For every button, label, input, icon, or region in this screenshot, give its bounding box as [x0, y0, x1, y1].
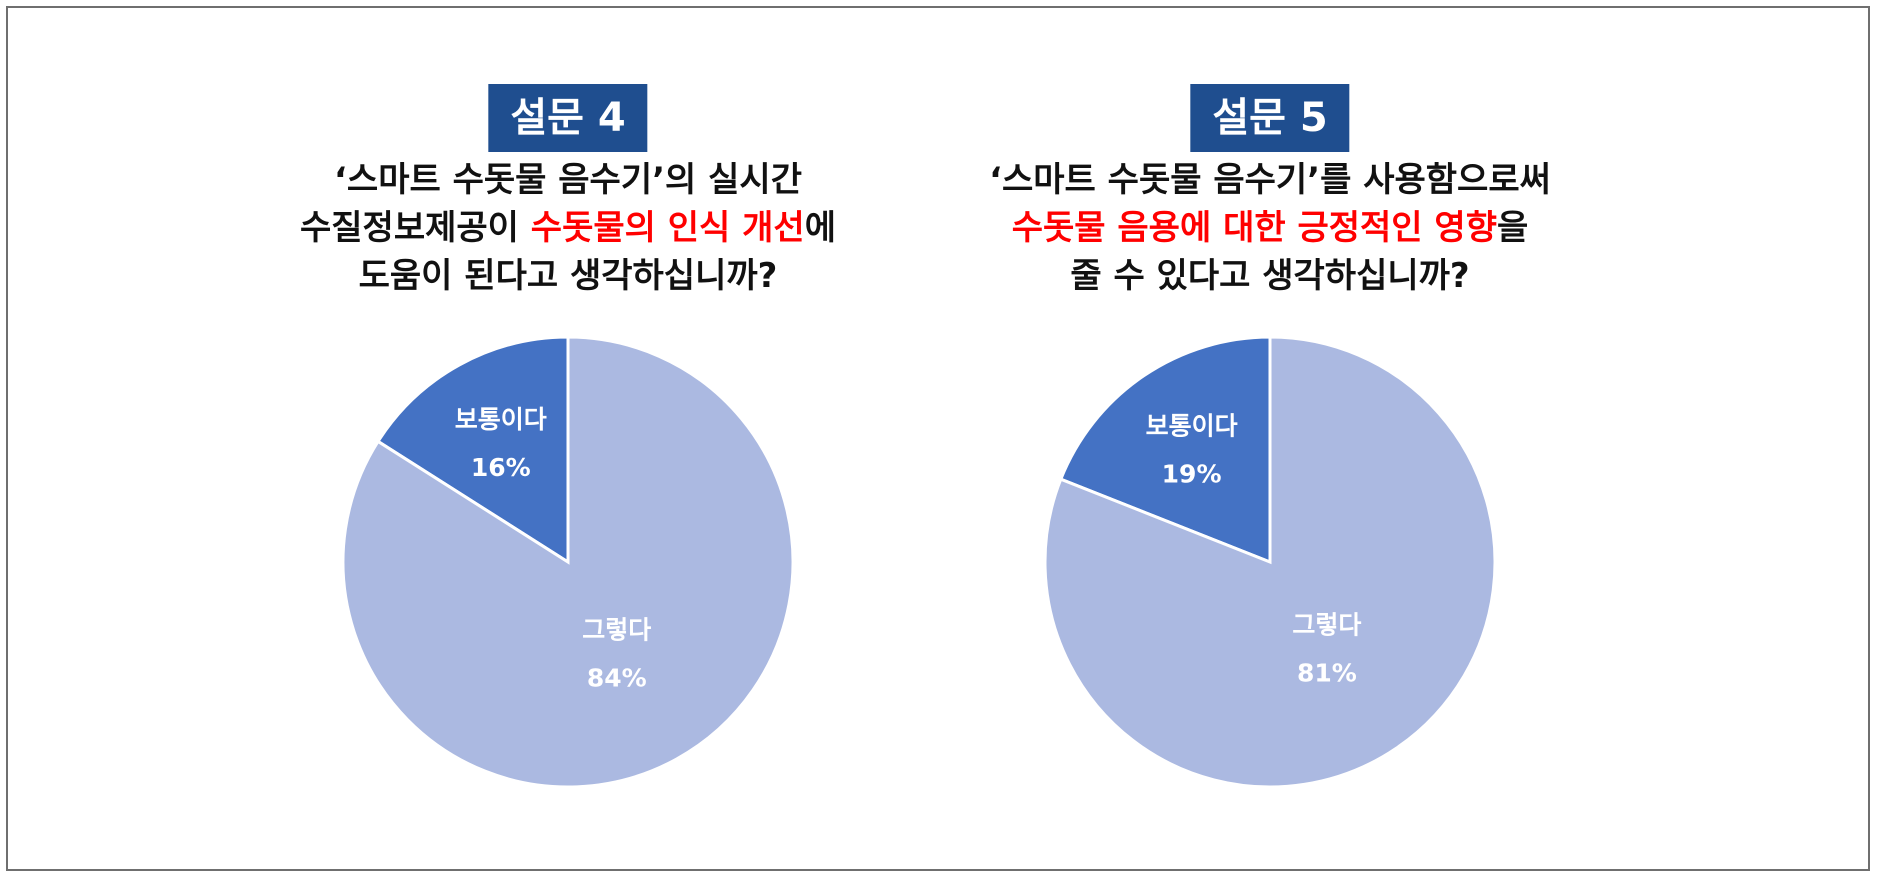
- survey-4-question: ‘스마트 수돗물 음수기’의 실시간 수질정보제공이 수돗물의 인식 개선에 도…: [218, 156, 918, 300]
- slice-value-label: 16%: [471, 453, 531, 482]
- question-text: ‘스마트 수돗물 음수기’를 사용함으로써: [989, 160, 1551, 200]
- slice-category-label: 보통이다: [1146, 412, 1238, 441]
- question-text: ‘스마트 수돗물 음수기’의 실시간: [334, 160, 802, 200]
- question-line: 도움이 된다고 생각하십니까?: [218, 252, 918, 300]
- question-text: 도움이 된다고 생각하십니까?: [358, 256, 778, 296]
- question-text: 줄 수 있다고 생각하십니까?: [1070, 256, 1470, 296]
- slice-category-label: 그렇다: [1292, 611, 1361, 640]
- survey-5-pie-chart: 보통이다 19% 그렇다 81%: [1043, 335, 1497, 789]
- slice-category-label: 보통이다: [455, 405, 547, 434]
- slice-value-label: 81%: [1297, 659, 1357, 688]
- question-text: 에: [804, 208, 836, 248]
- question-text: 을: [1497, 208, 1529, 248]
- slice-value-label: 84%: [587, 664, 647, 693]
- survey-5-panel: 설문 5 ‘스마트 수돗물 음수기’를 사용함으로써 수돗물 음용에 대한 긍정…: [920, 8, 1620, 868]
- survey-4-badge: 설문 4: [488, 84, 648, 152]
- question-line: ‘스마트 수돗물 음수기’를 사용함으로써: [920, 156, 1620, 204]
- survey-4-pie-chart: 보통이다 16% 그렇다 84%: [341, 335, 795, 789]
- question-line: 줄 수 있다고 생각하십니까?: [920, 252, 1620, 300]
- pie-slice-1: [341, 335, 795, 789]
- survey-5-badge: 설문 5: [1190, 84, 1350, 152]
- question-highlight: 수돗물 음용에 대한 긍정적인 영향: [1011, 208, 1497, 248]
- slice-value-label: 19%: [1162, 460, 1222, 489]
- question-text: 수질정보제공이: [300, 208, 531, 248]
- pie-slice-1: [1043, 335, 1497, 789]
- figure-frame: 설문 4 ‘스마트 수돗물 음수기’의 실시간 수질정보제공이 수돗물의 인식 …: [6, 6, 1870, 871]
- pie-slice-0: [375, 335, 570, 565]
- slice-category-label: 그렇다: [582, 616, 651, 645]
- question-line: ‘스마트 수돗물 음수기’의 실시간: [218, 156, 918, 204]
- survey-4-panel: 설문 4 ‘스마트 수돗물 음수기’의 실시간 수질정보제공이 수돗물의 인식 …: [218, 8, 918, 868]
- question-line: 수돗물 음용에 대한 긍정적인 영향을: [920, 204, 1620, 252]
- question-highlight: 수돗물의 인식 개선: [530, 208, 805, 248]
- question-line: 수질정보제공이 수돗물의 인식 개선에: [218, 204, 918, 252]
- pie-slice-0: [1058, 335, 1272, 565]
- survey-5-question: ‘스마트 수돗물 음수기’를 사용함으로써 수돗물 음용에 대한 긍정적인 영향…: [920, 156, 1620, 300]
